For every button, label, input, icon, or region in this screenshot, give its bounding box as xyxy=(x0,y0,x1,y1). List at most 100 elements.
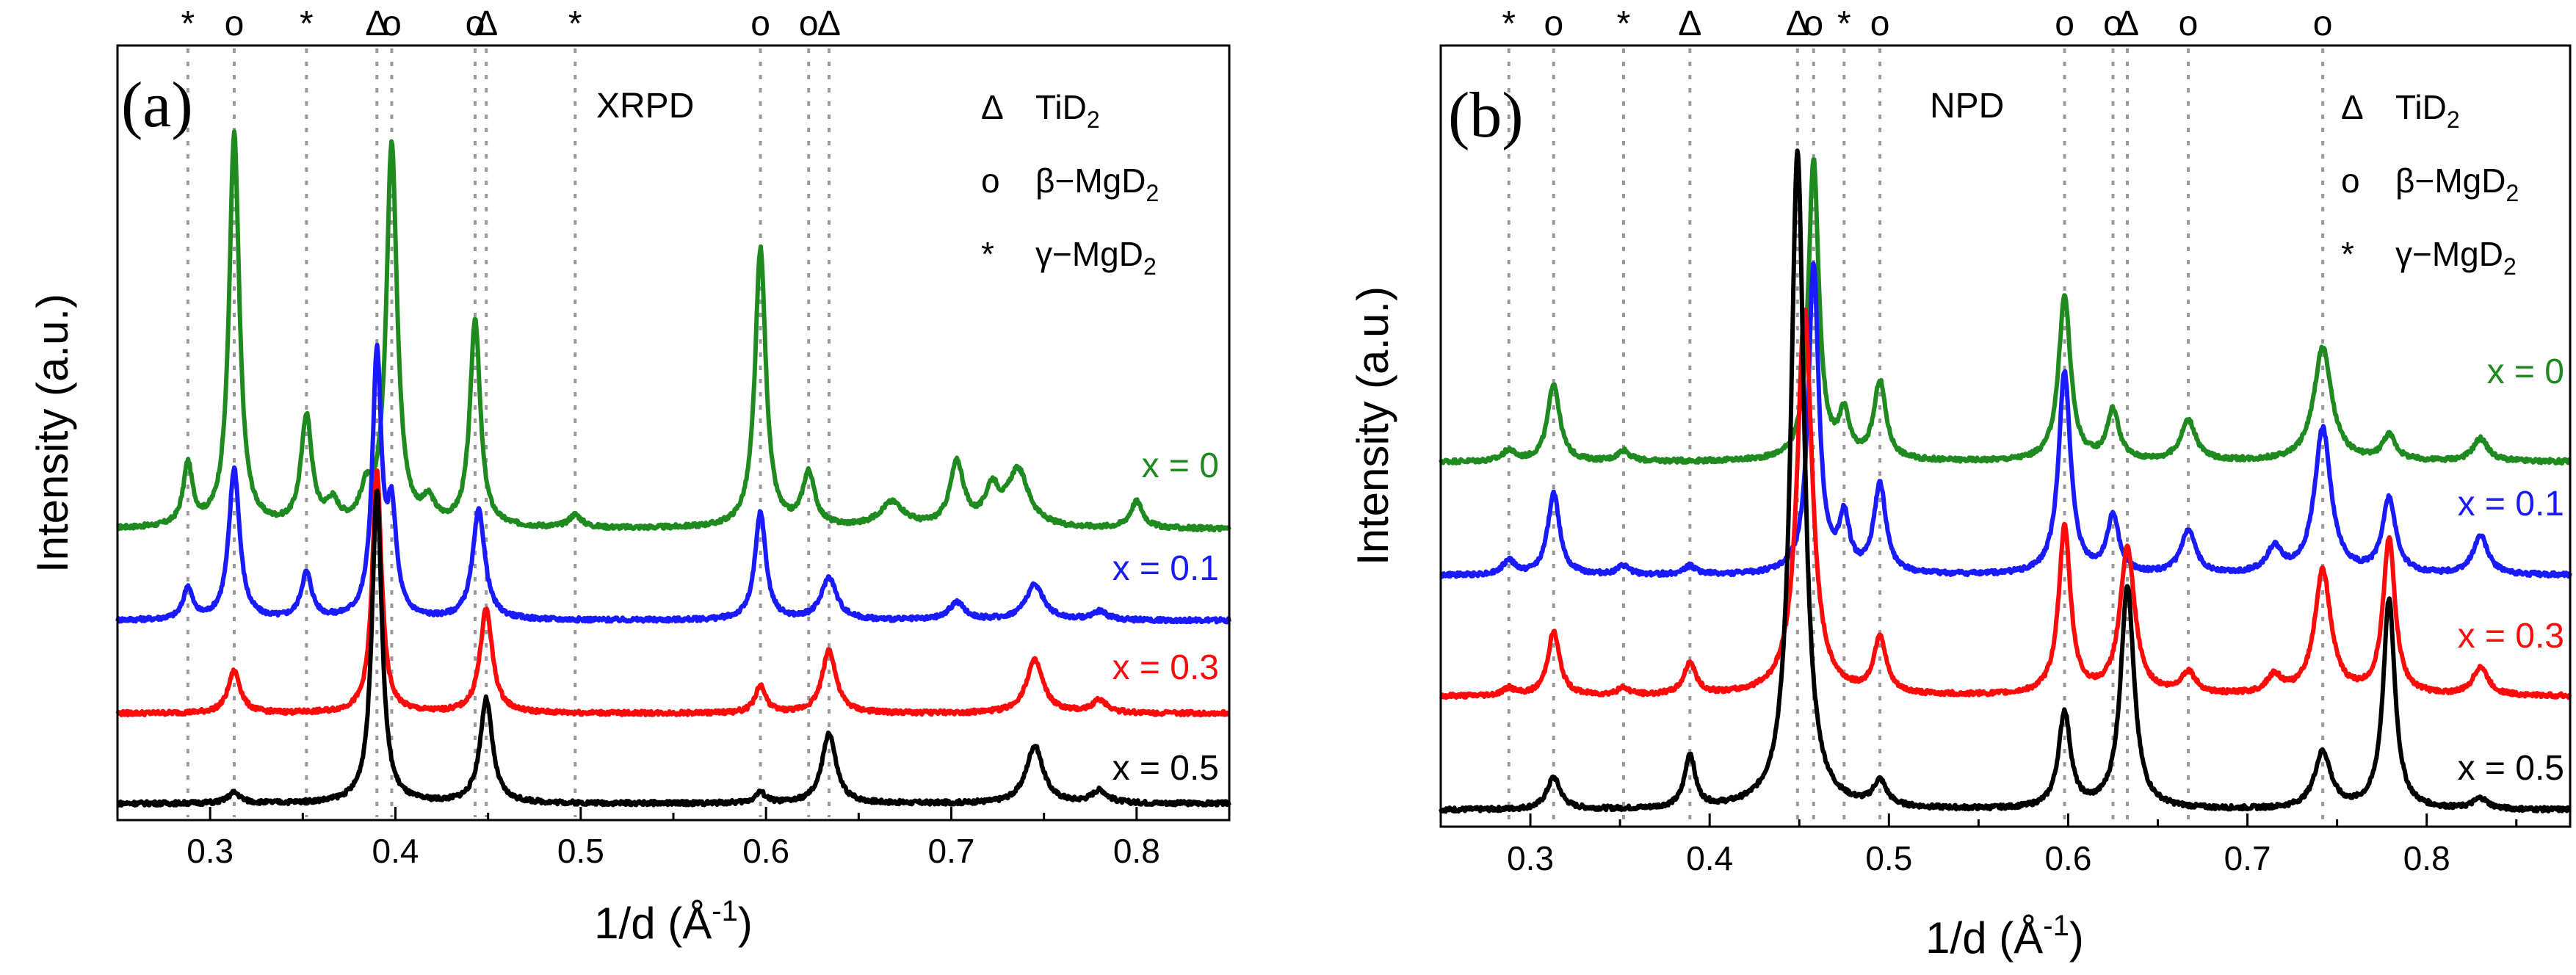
panel-b-legend-label-1: TiD2 xyxy=(2395,88,2460,133)
peak-marker: o xyxy=(750,4,770,43)
x-axis-label-superscript: -1 xyxy=(712,895,738,927)
peak-marker: Δ xyxy=(1786,4,1809,43)
x-tick-label: 0.5 xyxy=(1865,839,1912,877)
panel-a-label: (a) xyxy=(121,70,193,141)
panel-b-series-label-x01: x = 0.1 xyxy=(2458,485,2564,523)
peak-marker: Δ xyxy=(474,4,498,43)
x-tick-label: 0.5 xyxy=(557,832,604,870)
peak-marker: * xyxy=(181,4,195,43)
x-tick-label: 0.6 xyxy=(2044,839,2091,877)
panel-b-label: (b) xyxy=(1448,80,1524,151)
panel-b-series-labels: x = 0 x = 0.1 x = 0.3 x = 0.5 xyxy=(2458,352,2564,788)
x-tick-label: 0.4 xyxy=(1686,839,1733,877)
peak-marker: o xyxy=(2055,4,2074,43)
x-axis-label-superscript: -1 xyxy=(2043,910,2069,942)
panel-b-technique-label: NPD xyxy=(1930,87,2004,126)
peak-marker: o xyxy=(1803,4,1823,43)
legend-text: γ−MgD xyxy=(2395,235,2503,273)
panel-a-series-label-x03: x = 0.3 xyxy=(1112,648,1219,687)
panel-a-y-axis-label: Intensity (a.u.) xyxy=(28,294,77,573)
peak-marker: Δ xyxy=(1678,4,1701,43)
legend-subscript: 2 xyxy=(1146,180,1159,206)
panel-a-series-label-x05: x = 0.5 xyxy=(1112,749,1219,788)
peak-marker: * xyxy=(300,4,314,43)
panel-b-series-label-x05: x = 0.5 xyxy=(2458,749,2564,788)
series-line xyxy=(1439,261,2572,579)
peak-marker: * xyxy=(568,4,582,43)
peak-marker: o xyxy=(2313,4,2333,43)
series-line xyxy=(1439,148,2572,814)
panel-b-legend-label-3: γ−MgD2 xyxy=(2395,235,2517,280)
x-axis-label-end: ) xyxy=(2069,913,2084,963)
series-line xyxy=(115,343,1231,625)
legend-subscript: 2 xyxy=(2503,253,2517,280)
panel-b: 0.3 0.4 0.5 0.6 0.7 0.8 * o * Δ Δo * o o oΔ o o (b) NPD… xyxy=(1348,4,2572,963)
panel-b-y-axis-label: Intensity (a.u.) xyxy=(1348,286,1397,565)
x-tick-label: 0.7 xyxy=(928,832,975,870)
peak-marker: o xyxy=(1544,4,1563,43)
peak-marker: Δ xyxy=(2116,4,2139,43)
panel-a-legend-symbol-2: o xyxy=(981,162,1000,200)
panel-b-legend-symbol-1: Δ xyxy=(2341,88,2364,126)
panel-b-series-label-x03: x = 0.3 xyxy=(2458,617,2564,656)
x-tick-label: 0.3 xyxy=(187,832,234,870)
panel-a-legend-label-2: β−MgD2 xyxy=(1035,162,1159,206)
panel-a-x-ticks: 0.3 0.4 0.5 0.6 0.7 0.8 xyxy=(116,807,1231,870)
x-tick-label: 0.8 xyxy=(1113,832,1160,870)
x-tick-label: 0.7 xyxy=(2224,839,2271,877)
panel-a-series-labels: x = 0 x = 0.1 x = 0.3 x = 0.5 xyxy=(1112,446,1219,788)
legend-text: β−MgD xyxy=(1035,162,1146,200)
legend-text: TiD xyxy=(2395,88,2447,126)
legend-text: TiD xyxy=(1035,88,1087,126)
panel-a-legend-symbol-3: * xyxy=(981,235,994,273)
panel-b-peak-markers: * o * Δ Δo * o o oΔ o o xyxy=(1502,4,2332,43)
peak-marker: o xyxy=(382,4,402,43)
legend-subscript: 2 xyxy=(2506,180,2519,206)
panel-a-legend-symbol-1: Δ xyxy=(981,88,1004,126)
peak-marker: * xyxy=(1837,4,1851,43)
panel-a-legend: Δ TiD2 o β−MgD2 * γ−MgD2 xyxy=(981,88,1159,280)
panel-b-series xyxy=(1439,148,2572,814)
series-line xyxy=(1439,157,2572,466)
x-axis-label-end: ) xyxy=(738,899,753,948)
panel-a-series-label-x0: x = 0 xyxy=(1142,446,1219,485)
legend-subscript: 2 xyxy=(1143,253,1157,280)
panel-b-legend: Δ TiD2 o β−MgD2 * γ−MgD2 xyxy=(2341,88,2519,280)
series-line xyxy=(115,468,1231,718)
x-axis-label-text: 1/d (Å xyxy=(594,899,712,948)
legend-text: γ−MgD xyxy=(1035,235,1143,273)
panel-b-reference-lines xyxy=(1507,48,2325,824)
panel-a-legend-label-1: TiD2 xyxy=(1035,88,1100,133)
panel-a-x-axis-label: 1/d (Å-1) xyxy=(594,895,753,948)
panel-a-legend-label-3: γ−MgD2 xyxy=(1035,235,1157,280)
panel-a-reference-lines xyxy=(186,48,831,817)
panel-b-legend-symbol-2: o xyxy=(2341,162,2360,200)
series-line xyxy=(116,129,1231,533)
panel-b-series-label-x0: x = 0 xyxy=(2487,352,2564,391)
x-tick-label: 0.8 xyxy=(2403,839,2450,877)
panel-a-technique-label: XRPD xyxy=(596,87,694,126)
legend-subscript: 2 xyxy=(1087,106,1100,133)
panel-b-x-ticks: 0.3 0.4 0.5 0.6 0.7 0.8 xyxy=(1439,813,2518,877)
peak-marker: * xyxy=(1617,4,1631,43)
series-line xyxy=(1439,307,2572,700)
panel-b-legend-symbol-3: * xyxy=(2341,235,2354,273)
peak-marker: o xyxy=(2103,4,2123,43)
peak-marker: o xyxy=(225,4,245,43)
peak-marker: Δ xyxy=(365,4,388,43)
x-tick-label: 0.3 xyxy=(1507,839,1554,877)
peak-marker: o xyxy=(2179,4,2199,43)
panel-a-series xyxy=(115,129,1231,808)
panel-b-legend-label-2: β−MgD2 xyxy=(2395,162,2519,206)
x-tick-label: 0.4 xyxy=(372,832,419,870)
peak-marker: o xyxy=(466,4,485,43)
peak-marker: * xyxy=(1502,4,1516,43)
legend-subscript: 2 xyxy=(2447,106,2460,133)
x-axis-label-text: 1/d (Å xyxy=(1925,913,2043,963)
series-line xyxy=(116,488,1231,808)
peak-marker: o xyxy=(1870,4,1890,43)
panel-a: 0.3 0.4 0.5 0.6 0.7 0.8 * o * Δo oΔ * o oΔ (a) XRPD … xyxy=(28,4,1231,948)
peak-marker: Δ xyxy=(817,4,841,43)
panel-b-plot-frame xyxy=(1439,44,2572,828)
